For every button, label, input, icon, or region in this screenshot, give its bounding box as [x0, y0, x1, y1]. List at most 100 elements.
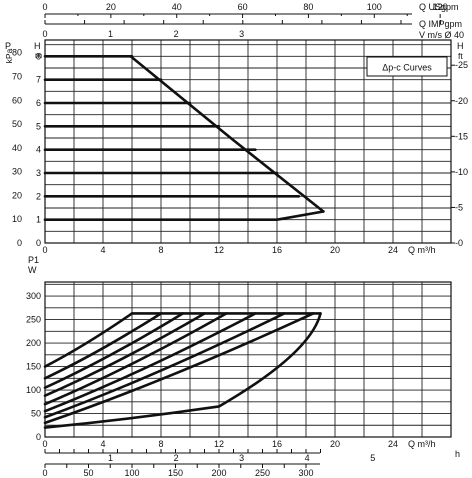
- pressure-kpa-tick: 30: [12, 167, 22, 177]
- pressure-kpa-tick: 80: [12, 48, 22, 58]
- bottom-flow-tick: 12: [214, 439, 224, 449]
- top-flow-tick: 20: [330, 245, 340, 255]
- power-w-tick: 300: [26, 291, 41, 301]
- pressure-kpa-tick: 10: [12, 214, 22, 224]
- power-w-tick: 200: [26, 338, 41, 348]
- usgpm-tick: 80: [303, 2, 313, 12]
- head-ft-tick: -5: [455, 202, 463, 212]
- bottom-flow-tick: 0: [42, 439, 47, 449]
- power-w-tick: 100: [26, 385, 41, 395]
- usgpm-tick: 40: [172, 2, 182, 12]
- bottom-flow-tick: 4: [100, 439, 105, 449]
- head-ft-tick: -15: [455, 131, 468, 141]
- bottom-axis-1-tick: 2: [174, 453, 179, 463]
- pressure-kpa-tick: 0: [17, 238, 22, 248]
- bottom-axis-1-tick: 1: [108, 453, 113, 463]
- head-m-tick: 3: [36, 168, 41, 178]
- power-curve-6: [43, 312, 228, 406]
- power-curve-3: [43, 312, 163, 380]
- bottom-axis-1-tick: 4: [305, 453, 310, 463]
- head-m-tick: 2: [36, 191, 41, 201]
- legend-box: [366, 56, 448, 77]
- pressure-kpa-tick: 40: [12, 143, 22, 153]
- bottom-axis-2-tick: 150: [168, 468, 183, 478]
- head-curve-8: [43, 210, 325, 221]
- top-flow-tick: 8: [158, 245, 163, 255]
- bottom-flow-axis-label: Q m³/h: [408, 439, 436, 449]
- head-m-tick: 1: [36, 215, 41, 225]
- pressure-kpa-tick: 20: [12, 190, 22, 200]
- velocity-tick: 3: [239, 29, 244, 39]
- head-m-tick: 0: [36, 238, 41, 248]
- bottom-flow-tick: 24: [388, 439, 398, 449]
- power-curve-8: [43, 312, 286, 419]
- bottom-axis-1-tick: 3: [239, 453, 244, 463]
- bottom-axis-2-tick: 250: [255, 468, 270, 478]
- top-flow-tick: 0: [42, 245, 47, 255]
- velocity-tick: 0: [42, 29, 47, 39]
- power-curve-9: [43, 312, 315, 425]
- ft-axis-unit: ft: [458, 51, 463, 61]
- power-curve-7: [43, 312, 257, 413]
- bottom-axis-2-tick: 50: [83, 468, 93, 478]
- power-curve-5: [43, 312, 206, 397]
- power-w-tick: 150: [26, 362, 41, 372]
- head-m-tick: 4: [36, 145, 41, 155]
- head-ft-tick: -20: [455, 96, 468, 106]
- head-axis-label: H: [34, 41, 41, 51]
- power-axis-label: P1: [28, 255, 39, 265]
- pressure-kpa-tick: 60: [12, 95, 22, 105]
- bottom-axis-1-label: h: [455, 449, 460, 459]
- bottom-axis-1-tick: 5: [370, 453, 375, 463]
- top-plot-frame: [44, 39, 452, 244]
- top-flow-tick: 4: [100, 245, 105, 255]
- ft-axis-label: H: [457, 41, 464, 51]
- velocity-tick: 2: [174, 29, 179, 39]
- velocity-tick: 1: [108, 29, 113, 39]
- head-m-tick: 8: [36, 51, 41, 61]
- pressure-axis-label: P: [5, 41, 11, 51]
- power-curve-4: [43, 312, 185, 389]
- bottom-plot-frame: [44, 281, 452, 438]
- pressure-axis-unit: kPa: [4, 48, 14, 63]
- head-m-tick: 6: [36, 98, 41, 108]
- pressure-kpa-tick: 70: [12, 72, 22, 82]
- head-m-tick: 5: [36, 121, 41, 131]
- usgpm-tick: 100: [367, 2, 382, 12]
- bottom-axis-2-tick: 0: [42, 468, 47, 478]
- bottom-flow-tick: 8: [158, 439, 163, 449]
- bottom-flow-tick: 16: [272, 439, 282, 449]
- power-w-tick: 250: [26, 315, 41, 325]
- head-m-tick: 7: [36, 75, 41, 85]
- velocity-axis-label: V m/s Ø 40: [419, 30, 464, 40]
- top-flow-tick: 24: [388, 245, 398, 255]
- head-ft-tick: -25: [455, 60, 468, 70]
- head-flow-chart: Δp-c Curves01234567801020304050607080HmP…: [4, 39, 468, 255]
- bottom-axis-2-tick: 100: [124, 468, 139, 478]
- bottom-secondary-axes: 1 2 3 4 5 h 0 50 100 150 200 250 300: [42, 449, 460, 478]
- impgpm-axis-label: Q IMPgpm: [419, 19, 462, 29]
- head-ft-tick: -10: [455, 167, 468, 177]
- power-curve-2: [43, 312, 134, 368]
- head-axis-unit: m: [35, 50, 42, 60]
- usgpm-tick: 20: [106, 2, 116, 12]
- head-ft-tick: -0: [455, 238, 463, 248]
- power-axis-unit: W: [28, 265, 37, 275]
- bottom-axis-2-tick: 200: [211, 468, 226, 478]
- legend-label: Δp-c Curves: [382, 63, 432, 73]
- power-w-tick: 0: [36, 432, 41, 442]
- top-flow-tick: 12: [214, 245, 224, 255]
- usgpm-axis-label: Q USgpm: [419, 2, 459, 12]
- bottom-axis-2-tick: 300: [298, 468, 313, 478]
- top-flow-axis-label: Q m³/h: [408, 245, 436, 255]
- head-curve-9: [129, 55, 325, 213]
- power-flow-chart: 0 50 100 150 200 250 300 P1W 0 4 8 12 16 20 24 Q m³/h: [26, 255, 452, 449]
- usgpm-tick: 0: [42, 2, 47, 12]
- pressure-kpa-tick: 50: [12, 119, 22, 129]
- top-flow-tick: 16: [272, 245, 282, 255]
- usgpm-tick: 120: [433, 2, 448, 12]
- power-w-tick: 50: [31, 409, 41, 419]
- usgpm-tick: 60: [238, 2, 248, 12]
